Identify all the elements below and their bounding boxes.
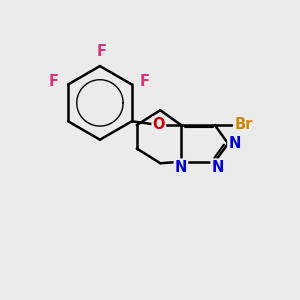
Text: N: N (228, 136, 241, 151)
Text: Br: Br (234, 118, 253, 133)
Text: N: N (175, 160, 187, 175)
Text: F: F (96, 44, 106, 59)
Text: F: F (48, 74, 58, 89)
Text: O: O (153, 118, 165, 133)
Text: N: N (212, 160, 224, 175)
Text: F: F (139, 74, 149, 89)
